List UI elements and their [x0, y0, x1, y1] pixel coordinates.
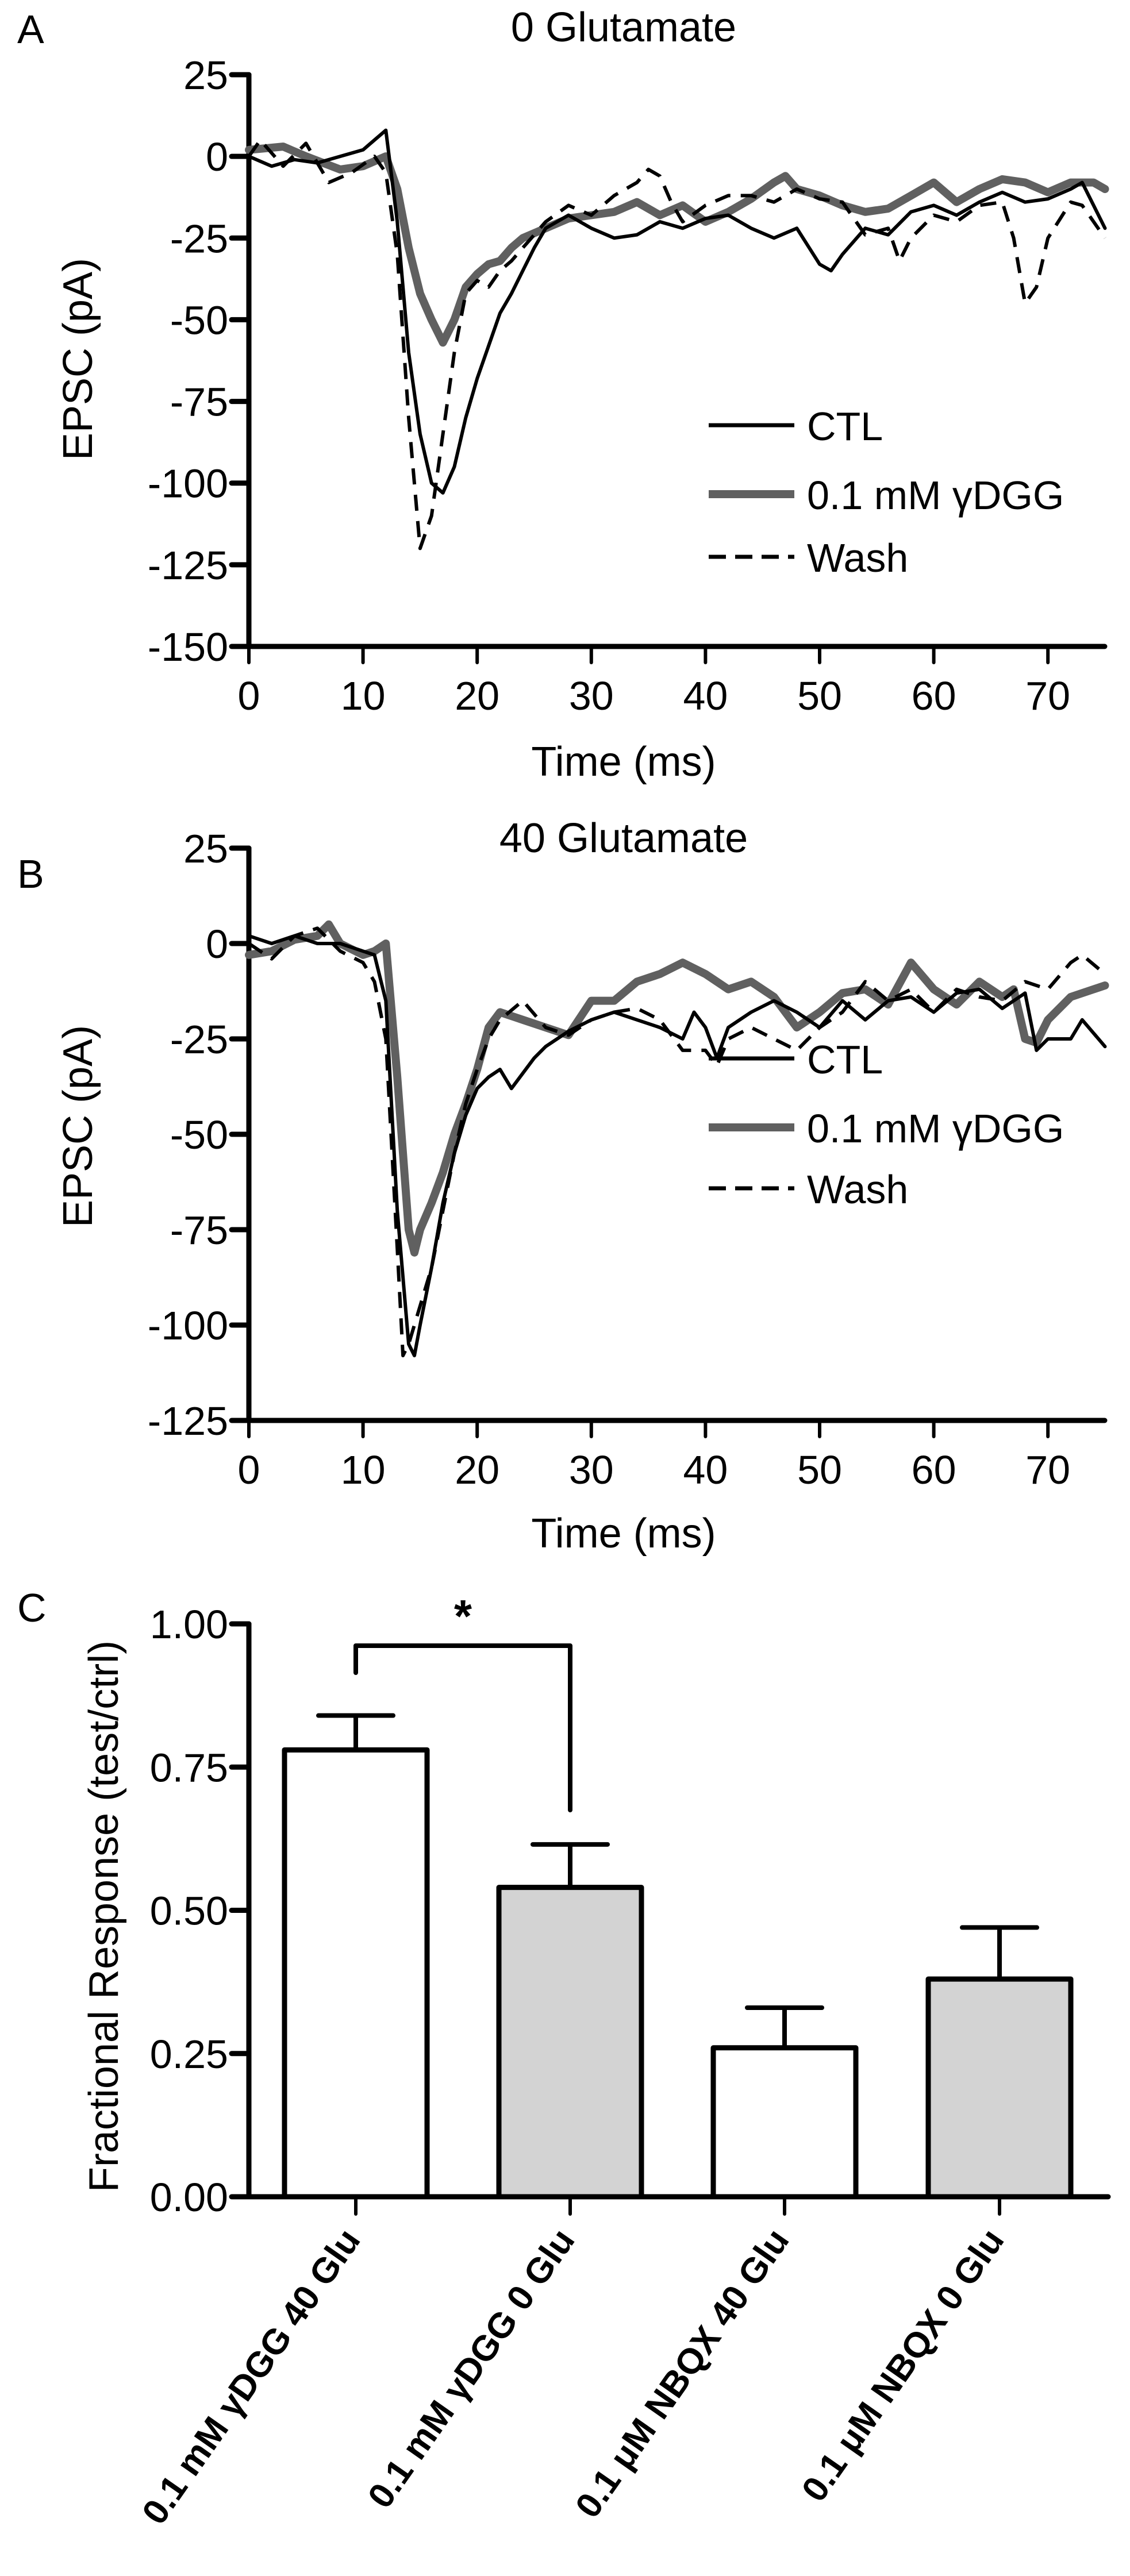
- bar: [925, 1976, 1074, 2200]
- x-tick-label: 30: [569, 673, 614, 718]
- x-tick-label: 20: [455, 673, 499, 718]
- y-tick-label: -125: [148, 1399, 228, 1443]
- trace-0-1-mm-dgg: [245, 143, 1109, 347]
- bar: [282, 1747, 430, 2200]
- y-tick-label: -25: [170, 1017, 228, 1062]
- y-tick-label: 0.00: [150, 2175, 228, 2220]
- y-tick-label: 0.75: [150, 1745, 228, 1790]
- x-tick-label: 50: [797, 673, 842, 718]
- x-tick-label: 10: [341, 1447, 386, 1492]
- panel-c-significance: *: [353, 1591, 572, 1812]
- trace-wash: [248, 926, 1106, 1358]
- legend-label: 0.1 mM γDGG: [807, 1106, 1064, 1151]
- trace-0-1-mm-dgg: [245, 920, 1109, 1257]
- y-tick-label: -100: [148, 461, 228, 506]
- x-tick-label: 50: [797, 1447, 842, 1492]
- y-tick-label: 0: [206, 922, 228, 967]
- bar: [496, 1885, 644, 2200]
- panel-a-title: 0 Glutamate: [511, 5, 736, 51]
- y-tick-label: -50: [170, 1112, 228, 1157]
- panel-b-title: 40 Glutamate: [499, 815, 748, 861]
- panel-a-traces: [245, 128, 1109, 550]
- y-tick-label: -125: [148, 543, 228, 588]
- panel-c-ylabel: Fractional Response (test/ctrl): [81, 1641, 127, 2192]
- category-label: 0.1 mM γDGG 0 Glu: [360, 2221, 583, 2515]
- y-tick-label: -100: [148, 1303, 228, 1348]
- y-tick-label: -25: [170, 216, 228, 261]
- y-tick-label: 1.00: [150, 1602, 228, 1647]
- x-tick-label: 20: [455, 1447, 499, 1492]
- panel-c: C Fractional Response (test/ctrl) 0.000.…: [17, 1585, 1111, 2532]
- y-tick-label: 0.50: [150, 1889, 228, 1934]
- panel-b-traces: [245, 920, 1109, 1358]
- x-tick-label: 60: [912, 673, 956, 718]
- bar: [710, 2045, 859, 2200]
- panel-b-legend: CTL 0.1 mM γDGG Wash: [709, 1037, 1064, 1212]
- y-tick-label: -75: [170, 380, 228, 425]
- panel-b: B 40 Glutamate Time (ms) EPSC (pA) 25 0 -2…: [17, 815, 1109, 1557]
- panel-letter-b: B: [17, 852, 44, 896]
- trace-wash: [247, 138, 1106, 550]
- panel-a-ylabel: EPSC (pA): [55, 258, 101, 460]
- panel-letter-c: C: [17, 1585, 47, 1630]
- legend-label: 0.1 mM γDGG: [807, 473, 1064, 518]
- legend-label: Wash: [807, 1167, 908, 1212]
- y-tick-label: 25: [183, 826, 228, 871]
- x-tick-label: 30: [569, 1447, 614, 1492]
- legend-label: CTL: [807, 404, 883, 449]
- y-tick-label: 0.25: [150, 2032, 228, 2077]
- x-tick-label: 40: [683, 1447, 728, 1492]
- category-label: 0.1 μM NBQX 0 Glu: [794, 2221, 1012, 2509]
- x-tick-label: 70: [1025, 673, 1070, 718]
- x-tick-label: 0: [238, 673, 260, 718]
- x-tick-label: 10: [341, 673, 386, 718]
- y-tick-label: 25: [183, 53, 228, 98]
- panel-letter-a: A: [17, 7, 44, 52]
- x-tick-label: 40: [683, 673, 728, 718]
- legend-label: Wash: [807, 536, 908, 580]
- significance-bracket: [353, 1643, 572, 1812]
- panel-a-xlabel: Time (ms): [531, 739, 716, 785]
- y-tick-label: 0: [206, 134, 228, 179]
- category-label: 0.1 μM NBQX 40 Glu: [568, 2221, 797, 2525]
- panel-c-bars: [282, 1713, 1074, 2200]
- x-tick-label: 0: [238, 1447, 260, 1492]
- category-label: 0.1 mM γDGG 40 Glu: [134, 2221, 368, 2531]
- x-tick-label: 60: [912, 1447, 956, 1492]
- panel-a-legend: CTL 0.1 mM γDGG Wash: [709, 404, 1064, 580]
- y-tick-label: -150: [148, 625, 228, 669]
- x-tick-label: 70: [1025, 1447, 1070, 1492]
- panel-b-ylabel: EPSC (pA): [55, 1025, 101, 1227]
- panel-a: A 0 Glutamate Time (ms) EPSC (pA) 25 0 -25…: [17, 5, 1109, 785]
- y-tick-label: -50: [170, 298, 228, 342]
- significance-asterisk: *: [454, 1591, 472, 1642]
- panel-b-xlabel: Time (ms): [531, 1511, 716, 1557]
- legend-label: CTL: [807, 1037, 883, 1082]
- y-tick-label: -75: [170, 1208, 228, 1253]
- trace-ctl: [247, 128, 1107, 495]
